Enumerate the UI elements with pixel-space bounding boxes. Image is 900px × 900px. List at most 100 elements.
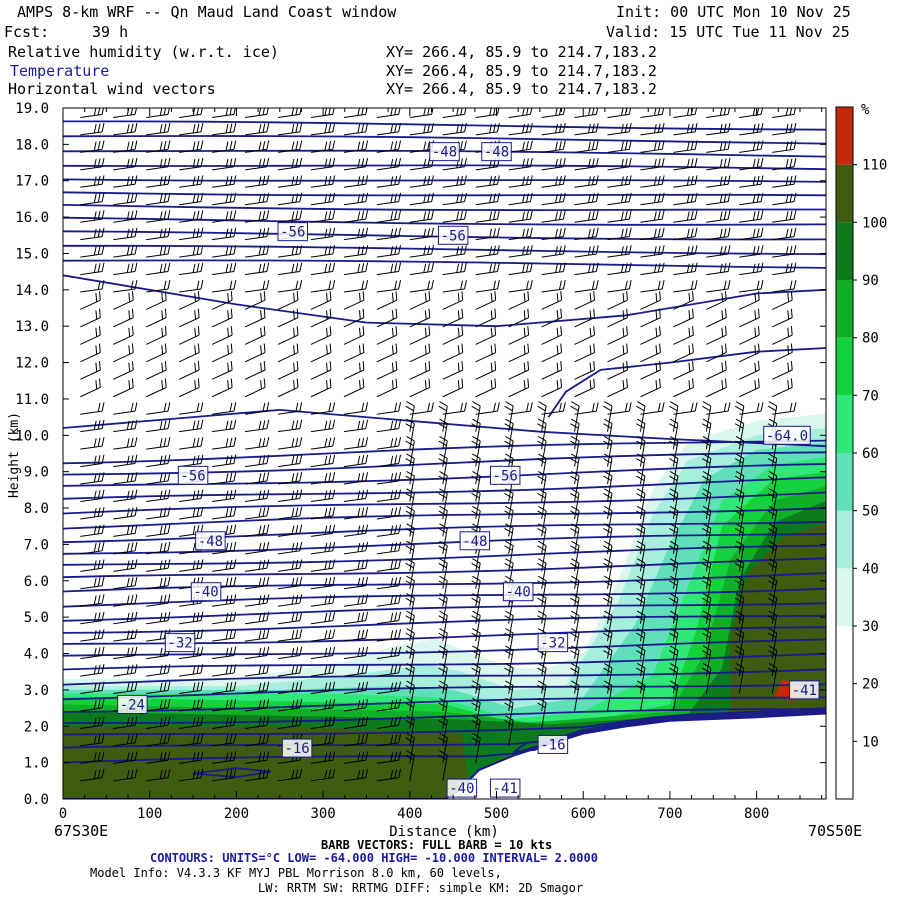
temperature-contour-strato-5 xyxy=(63,216,826,226)
wind-barb xyxy=(640,227,665,241)
wind-barb xyxy=(504,540,514,572)
colorbar-bin xyxy=(836,395,853,453)
wind-barb xyxy=(245,157,270,171)
contour-label: -16 xyxy=(281,738,313,758)
wind-barb xyxy=(541,291,563,310)
wind-barb xyxy=(245,472,270,485)
wind-barb xyxy=(739,343,760,363)
wind-barb xyxy=(310,768,336,782)
wind-barb xyxy=(376,524,402,537)
wind-barb xyxy=(442,361,464,380)
wind-barb xyxy=(508,361,530,380)
wind-barb xyxy=(574,175,599,188)
wind-barb xyxy=(471,697,481,729)
wind-barb xyxy=(537,418,547,450)
wind-barb xyxy=(636,558,646,589)
wind-barb xyxy=(212,472,237,485)
wind-barb xyxy=(376,245,402,258)
wind-barb xyxy=(343,472,369,485)
wind-barb xyxy=(640,108,665,118)
wind-barb xyxy=(673,343,694,363)
wind-barb xyxy=(669,558,679,589)
wind-barb xyxy=(179,157,204,171)
wind-barb xyxy=(772,245,797,258)
wind-barb xyxy=(146,559,171,572)
wind-barb xyxy=(277,472,303,485)
wind-barb xyxy=(607,291,628,310)
colorbar-bin xyxy=(836,453,853,511)
wind-barb xyxy=(438,470,448,502)
wind-barb xyxy=(438,593,448,624)
wind-barb xyxy=(343,419,369,433)
x-tick-label: 200 xyxy=(224,806,249,822)
temperature-contour-lower-14 xyxy=(63,557,826,579)
wind-barb xyxy=(537,505,547,537)
wind-barb xyxy=(405,732,415,764)
wind-barb xyxy=(146,437,171,450)
wind-barb xyxy=(541,175,566,188)
wind-barb xyxy=(471,610,481,642)
temperature-contour-lower-10 xyxy=(63,614,826,634)
y-tick-label: 8.0 xyxy=(24,501,49,517)
contour-label: -41 xyxy=(789,680,820,700)
wind-barb xyxy=(471,558,481,589)
wind-barb xyxy=(277,541,303,555)
wind-barb xyxy=(772,291,793,310)
wind-barb xyxy=(80,402,105,415)
wind-barb xyxy=(310,664,336,677)
wind-barb xyxy=(113,343,134,363)
wind-barb xyxy=(405,697,415,729)
wind-barb xyxy=(541,245,566,258)
wind-barb xyxy=(113,437,138,450)
contour-label: -24 xyxy=(117,694,148,714)
wind-barb xyxy=(636,628,646,659)
wind-barb xyxy=(508,262,533,276)
wind-barb xyxy=(669,610,679,642)
wind-barb xyxy=(277,629,303,642)
wind-barb xyxy=(767,558,778,589)
temperature-contour-lower-6 xyxy=(63,668,826,686)
wind-barbs xyxy=(80,108,797,782)
wind-barb xyxy=(212,157,237,171)
wind-barb xyxy=(80,326,101,345)
wind-barb xyxy=(772,140,797,153)
wind-barb xyxy=(310,192,336,206)
y-tick-label: 13.0 xyxy=(15,319,49,335)
wind-barb xyxy=(310,245,336,258)
contour-label-text: -64.0 xyxy=(766,428,808,444)
wind-barb xyxy=(310,541,336,555)
wind-barb xyxy=(212,227,237,241)
wind-barb xyxy=(702,645,712,677)
wind-barb xyxy=(607,157,632,171)
wind-barb xyxy=(603,593,613,624)
wind-barb xyxy=(669,488,679,520)
wind-barb xyxy=(212,108,236,118)
wind-barb xyxy=(277,768,303,782)
wind-barb xyxy=(405,715,415,746)
wind-barb xyxy=(179,402,204,415)
wind-barb xyxy=(376,454,402,468)
wind-barb xyxy=(211,326,233,345)
wind-barb xyxy=(669,628,679,659)
wind-barb xyxy=(772,361,793,380)
wind-barb xyxy=(244,361,266,380)
wind-barb xyxy=(574,192,599,206)
contour-label: -56 xyxy=(489,465,521,485)
wind-barb xyxy=(277,210,303,223)
wind-barb xyxy=(179,437,204,450)
wind-barb xyxy=(244,343,266,363)
y-axis-title: Height (km) xyxy=(7,412,22,498)
wind-barb xyxy=(245,524,270,537)
wind-barb xyxy=(80,343,101,363)
wind-barb xyxy=(438,750,448,781)
wind-barb xyxy=(277,108,302,118)
wind-barb xyxy=(739,227,764,241)
wind-barb xyxy=(702,610,712,642)
wind-barb xyxy=(640,210,665,223)
wind-barb xyxy=(310,157,336,171)
wind-barb xyxy=(471,436,481,467)
wind-barb xyxy=(475,402,500,415)
colorbar-unit: % xyxy=(861,102,870,118)
colorbar-label: 70 xyxy=(862,388,879,404)
wind-barb xyxy=(277,454,303,468)
